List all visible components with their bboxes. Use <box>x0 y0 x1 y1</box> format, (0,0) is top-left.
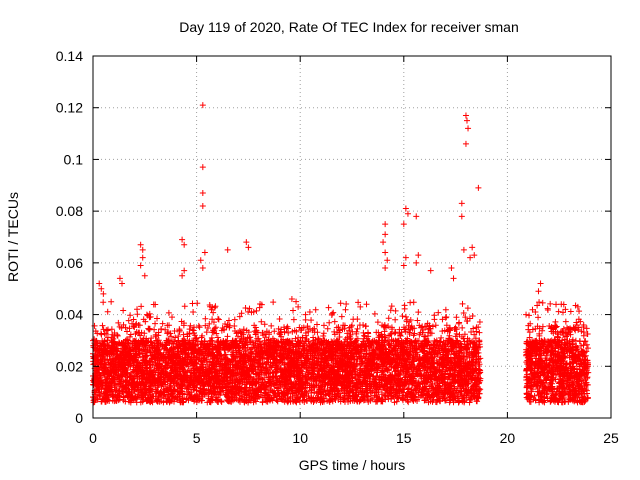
data-point <box>100 299 107 306</box>
data-point <box>190 308 197 315</box>
data-point <box>268 322 275 329</box>
data-point <box>362 323 369 330</box>
data-point <box>187 322 194 329</box>
data-point <box>189 300 196 307</box>
data-point <box>137 332 144 339</box>
data-point <box>189 327 196 334</box>
data-point <box>208 334 215 341</box>
data-point <box>98 331 105 338</box>
data-point <box>115 319 122 326</box>
data-point <box>242 305 249 312</box>
data-point <box>313 321 320 328</box>
data-point <box>460 335 467 342</box>
data-point <box>355 299 362 306</box>
data-point <box>392 307 399 314</box>
data-point <box>476 329 483 336</box>
data-point <box>99 322 106 329</box>
data-point <box>464 305 471 312</box>
data-point <box>195 322 202 329</box>
data-point <box>104 308 111 315</box>
data-point <box>91 322 98 329</box>
data-point <box>350 316 357 323</box>
data-point <box>337 300 344 307</box>
data-point <box>388 303 395 310</box>
data-point <box>320 333 327 340</box>
data-point <box>387 307 394 314</box>
data-point <box>453 314 460 321</box>
data-point <box>374 319 381 326</box>
data-point <box>312 306 319 313</box>
data-point <box>198 334 205 341</box>
data-point <box>214 334 221 341</box>
data-point <box>165 309 172 316</box>
data-point <box>119 383 126 390</box>
data-point <box>338 313 345 320</box>
data-point <box>342 306 349 313</box>
data-point <box>414 317 421 324</box>
chart-title: Day 119 of 2020, Rate Of TEC Index for r… <box>179 19 519 35</box>
data-point <box>302 316 309 323</box>
data-point <box>325 304 332 311</box>
data-point <box>302 311 309 318</box>
data-point <box>381 328 388 335</box>
data-point <box>172 334 179 341</box>
data-point <box>290 307 297 314</box>
data-point <box>181 303 188 310</box>
data-point <box>290 316 297 323</box>
data-point <box>276 316 283 323</box>
data-point <box>212 324 219 331</box>
data-point <box>127 312 134 319</box>
data-point <box>253 307 260 314</box>
data-point <box>442 306 449 313</box>
data-point <box>385 315 392 322</box>
data-point <box>120 307 127 314</box>
data-point <box>461 331 468 338</box>
data-point <box>124 328 131 335</box>
data-point <box>115 339 122 346</box>
data-point <box>402 313 409 320</box>
data-point <box>196 324 203 331</box>
data-point <box>343 300 350 307</box>
data-point <box>152 301 159 308</box>
data-point <box>320 322 327 329</box>
data-point <box>306 308 313 315</box>
grid-lines <box>93 56 611 418</box>
data-points <box>90 102 592 406</box>
data-point <box>270 299 277 306</box>
data-point <box>129 320 136 327</box>
data-point <box>410 299 417 306</box>
data-point <box>462 314 469 321</box>
data-point <box>324 325 331 332</box>
data-point <box>392 316 399 323</box>
data-point <box>326 319 333 326</box>
data-point <box>203 329 210 336</box>
data-point <box>108 298 115 305</box>
data-point <box>308 317 315 324</box>
data-point <box>138 303 145 310</box>
